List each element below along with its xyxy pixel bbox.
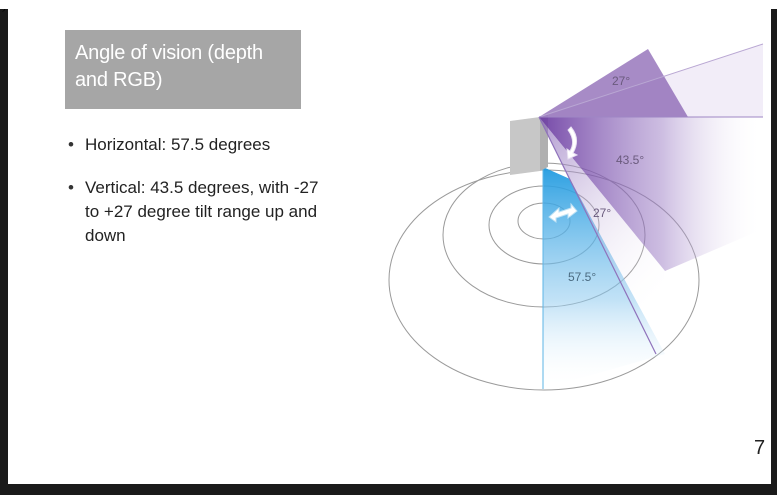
label-tilt-up: 27°	[612, 74, 630, 88]
label-tilt-down: 27°	[593, 206, 611, 220]
bullet-list: Horizontal: 57.5 degrees Vertical: 43.5 …	[68, 133, 328, 267]
label-vertical-fov: 43.5°	[616, 153, 644, 167]
vertical-fov-core	[539, 49, 688, 117]
sensor-body	[510, 117, 540, 175]
slide-title: Angle of vision (depth and RGB)	[65, 30, 301, 109]
tilt-down-boundary	[538, 116, 657, 355]
horizontal-fov-wedge	[543, 167, 665, 389]
tilt-down-wedge	[539, 117, 665, 354]
vertical-fov-wedge	[539, 117, 763, 271]
page-number: 7	[754, 437, 766, 459]
field-of-view-diagram: 27° 43.5° 27° 57.5°	[388, 43, 764, 391]
bullet-vertical: Vertical: 43.5 degrees, with -27 to +27 …	[68, 176, 328, 248]
tilt-up-boundary	[538, 43, 764, 118]
slide: Angle of vision (depth and RGB) Horizont…	[8, 9, 771, 484]
vertical-tilt-arrow-icon	[566, 126, 579, 160]
label-horizontal-fov: 57.5°	[568, 270, 596, 284]
horizontal-pan-arrow-icon	[548, 202, 578, 223]
top-strip	[0, 0, 777, 9]
bullet-horizontal: Horizontal: 57.5 degrees	[68, 133, 328, 157]
